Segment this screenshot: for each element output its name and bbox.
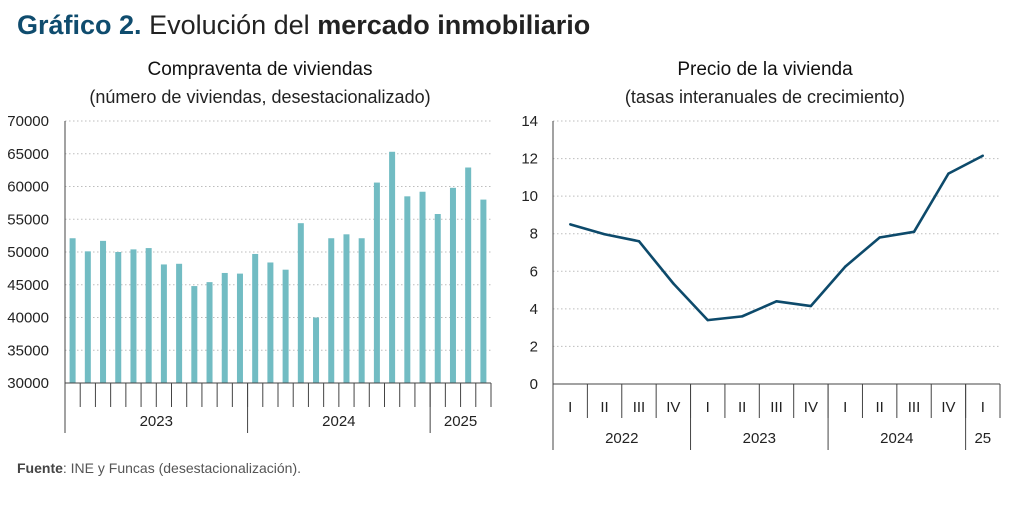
y-tick-label: 55000	[7, 211, 49, 228]
x-tick-label: II	[875, 399, 883, 416]
y-tick-label: 10	[521, 188, 538, 205]
y-tick-label: 30000	[7, 375, 49, 392]
data-point	[568, 223, 572, 226]
x-tick-label: III	[908, 399, 921, 416]
x-group-label: 2025	[444, 413, 477, 430]
figure-title-text: Evolución del	[149, 10, 310, 40]
bar	[282, 269, 289, 383]
x-group-label: 2024	[322, 413, 355, 430]
left-chart-subtitle: (número de viviendas, desestacionalizado…	[89, 87, 431, 107]
bar	[358, 238, 365, 383]
bar	[130, 249, 137, 383]
source-note: Fuente: INE y Funcas (desestacionalizaci…	[17, 460, 301, 476]
source-text: : INE y Funcas (desestacionalización).	[62, 460, 301, 476]
data-point	[912, 230, 916, 234]
bar	[191, 286, 198, 383]
bar	[434, 214, 441, 383]
x-tick-label: III	[770, 399, 783, 416]
y-tick-label: 0	[530, 376, 538, 393]
bar	[100, 240, 107, 383]
bar	[221, 272, 228, 383]
data-point	[844, 265, 847, 268]
bar	[267, 262, 274, 383]
y-tick-label: 65000	[7, 146, 49, 163]
price-series-line	[569, 154, 984, 322]
data-point	[809, 304, 813, 308]
data-point	[637, 240, 641, 243]
bar	[389, 151, 396, 383]
x-group-label: 2024	[880, 430, 913, 447]
right-chart-subtitle: (tasas interanuales de crecimiento)	[624, 87, 906, 107]
bar	[373, 182, 380, 383]
data-point	[981, 154, 985, 157]
x-tick-label: I	[568, 399, 572, 416]
bar	[145, 248, 152, 383]
bar	[252, 253, 259, 383]
y-tick-label: 50000	[7, 244, 49, 261]
data-point	[706, 318, 709, 322]
x-group-label: 2023	[140, 413, 173, 430]
data-point	[672, 282, 675, 285]
bar	[449, 187, 456, 383]
x-group-label: 25	[974, 430, 991, 447]
bar	[176, 263, 183, 383]
x-tick-label: IV	[941, 399, 955, 416]
figure-title-bold: mercado inmobiliario	[317, 10, 591, 40]
y-tick-label: 4	[530, 301, 538, 318]
data-point	[775, 300, 778, 303]
y-tick-label: 6	[530, 263, 538, 280]
bar	[480, 199, 487, 383]
x-tick-label: I	[843, 399, 847, 416]
bar	[465, 167, 472, 383]
bar	[297, 223, 304, 383]
x-group-label: 2023	[743, 430, 776, 447]
source-label: Fuente	[17, 460, 63, 476]
y-tick-label: 2	[530, 338, 538, 355]
x-tick-label: II	[738, 399, 746, 416]
right-chart-title: Precio de la vivienda	[677, 59, 853, 80]
y-tick-label: 12	[521, 151, 538, 168]
left-chart-title: Compraventa de viviendas	[147, 59, 373, 80]
bar	[69, 238, 76, 383]
x-tick-label: IV	[804, 399, 818, 416]
data-point	[603, 233, 606, 236]
x-tick-label: I	[981, 399, 985, 416]
data-point	[740, 315, 744, 318]
x-tick-label: IV	[666, 399, 680, 416]
data-point	[878, 236, 881, 239]
y-tick-label: 70000	[7, 113, 49, 130]
bar	[206, 282, 213, 383]
y-tick-label: 35000	[7, 342, 49, 359]
bar	[84, 251, 91, 383]
y-tick-label: 8	[530, 226, 538, 243]
bar	[419, 191, 426, 383]
bar	[160, 264, 167, 383]
figure-number: Gráfico 2.	[17, 10, 142, 40]
y-tick-label: 45000	[7, 277, 49, 294]
bar	[236, 273, 243, 383]
x-tick-label: III	[633, 399, 646, 416]
y-tick-label: 60000	[7, 179, 49, 196]
y-tick-label: 14	[521, 113, 538, 130]
data-point	[947, 172, 950, 175]
bar	[313, 317, 320, 383]
y-tick-label: 40000	[7, 310, 49, 327]
x-tick-label: I	[706, 399, 710, 416]
figure-heading: Gráfico 2. Evolución del mercado inmobil…	[17, 10, 590, 41]
bar	[343, 234, 350, 383]
x-group-label: 2022	[605, 430, 638, 447]
x-tick-label: II	[600, 399, 608, 416]
bar	[404, 196, 411, 383]
bar	[328, 238, 335, 383]
bar	[115, 252, 122, 383]
